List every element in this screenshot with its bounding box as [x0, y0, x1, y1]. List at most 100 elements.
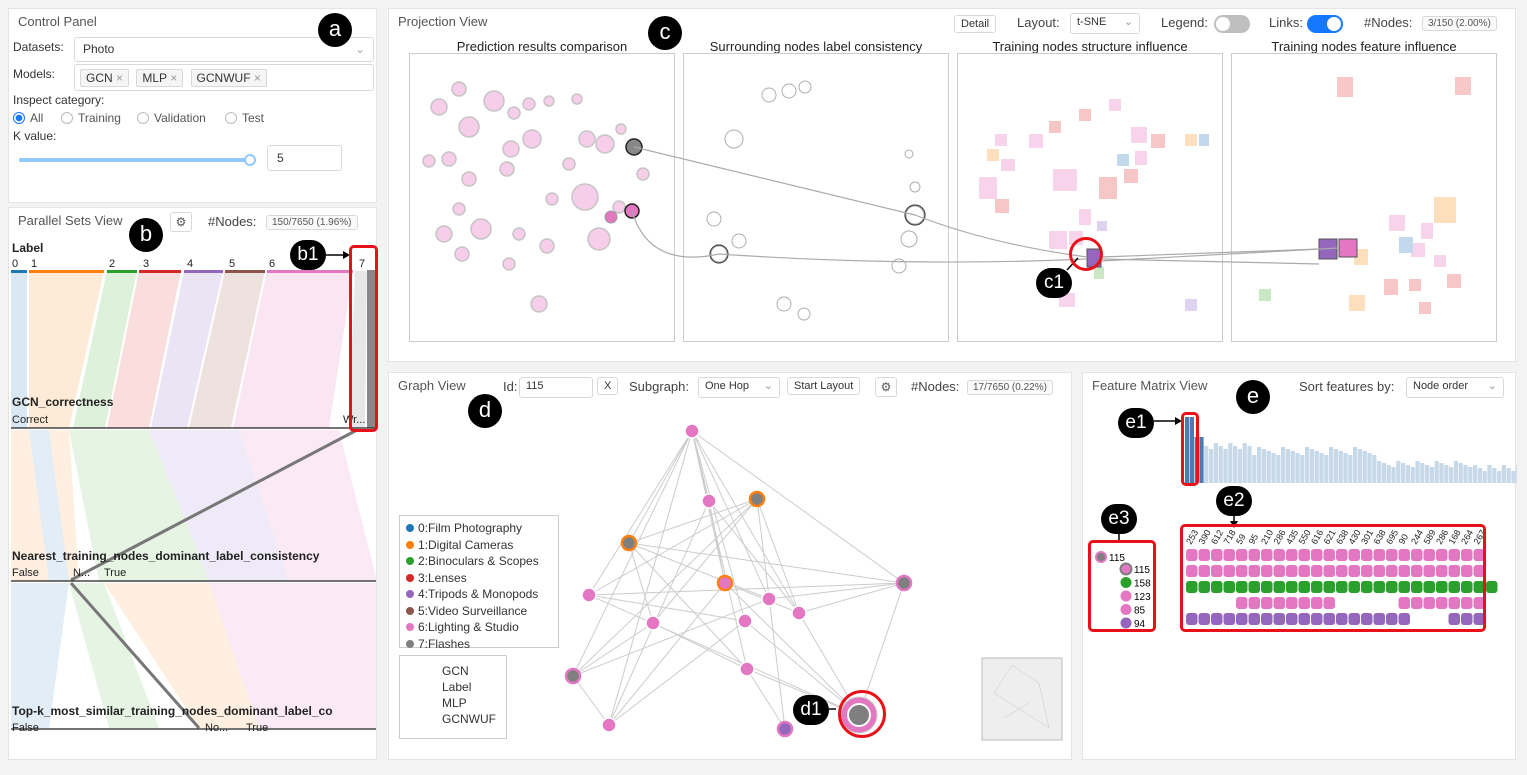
feature-cell[interactable]	[1373, 581, 1386, 593]
feature-cell[interactable]	[1448, 597, 1461, 609]
feature-cell[interactable]	[1311, 613, 1323, 625]
feature-glyphs[interactable]	[1259, 77, 1471, 314]
histogram-bar[interactable]	[1290, 451, 1295, 483]
histogram-bar[interactable]	[1405, 465, 1410, 483]
histogram-bar[interactable]	[1497, 471, 1502, 483]
feature-cell[interactable]	[1198, 613, 1211, 625]
feature-cell[interactable]	[1211, 549, 1223, 561]
histogram-bar[interactable]	[1271, 453, 1276, 483]
subview-prediction[interactable]	[409, 53, 675, 342]
histogram-bar[interactable]	[1295, 453, 1300, 483]
legend-item-1[interactable]: 1:Digital Cameras	[406, 537, 552, 554]
legend-item-0[interactable]: 0:Film Photography	[406, 520, 552, 537]
histogram-bar[interactable]	[1353, 447, 1358, 483]
histogram-bar[interactable]	[1266, 451, 1271, 483]
feature-cell[interactable]	[1273, 549, 1286, 561]
feature-cell[interactable]	[1398, 565, 1411, 577]
feature-cell[interactable]	[1236, 581, 1248, 593]
histogram-bar[interactable]	[1458, 463, 1463, 483]
feature-cell[interactable]	[1186, 613, 1198, 625]
feature-cell[interactable]	[1473, 613, 1486, 625]
feature-cell[interactable]	[1236, 613, 1248, 625]
feature-cell[interactable]	[1236, 549, 1248, 561]
surrounding-highlight-2[interactable]	[709, 244, 729, 264]
close-icon[interactable]: ×	[170, 71, 178, 85]
feature-cell[interactable]	[1273, 581, 1286, 593]
feature-cell[interactable]	[1323, 565, 1336, 577]
feature-cell[interactable]	[1348, 549, 1361, 561]
feature-cell[interactable]	[1198, 565, 1211, 577]
feature-cell[interactable]	[1361, 549, 1373, 561]
feature-cell[interactable]	[1336, 613, 1348, 625]
feature-cell[interactable]	[1398, 549, 1411, 561]
feature-cell[interactable]	[1186, 565, 1198, 577]
feature-cell[interactable]	[1311, 581, 1323, 593]
histogram-bar[interactable]	[1477, 468, 1482, 483]
feature-cell[interactable]	[1273, 613, 1286, 625]
k-value-input[interactable]: 5	[267, 145, 342, 171]
histogram-bar[interactable]	[1377, 461, 1382, 483]
feature-cell[interactable]	[1286, 613, 1298, 625]
row-node-glyph[interactable]	[1120, 604, 1132, 615]
label-cat-0[interactable]: 0	[12, 258, 19, 270]
histogram-bar[interactable]	[1453, 461, 1458, 483]
feature-cell[interactable]	[1286, 565, 1298, 577]
feature-cell[interactable]	[1248, 597, 1261, 609]
surrounding-glyphs[interactable]	[706, 80, 925, 321]
histogram-bar[interactable]	[1261, 449, 1266, 483]
histogram-bar[interactable]	[1492, 468, 1497, 483]
feature-cell[interactable]	[1411, 565, 1423, 577]
feature-cell[interactable]	[1186, 549, 1198, 561]
start-layout-button[interactable]: Start Layout	[787, 377, 861, 395]
histogram-bar[interactable]	[1319, 453, 1324, 483]
histogram-bar[interactable]	[1487, 465, 1492, 483]
histogram-bar[interactable]	[1189, 417, 1194, 483]
feature-cell[interactable]	[1461, 597, 1473, 609]
feature-cell[interactable]	[1248, 613, 1261, 625]
histogram-bar[interactable]	[1252, 455, 1257, 483]
histogram-bar[interactable]	[1247, 446, 1252, 483]
id-input[interactable]: 115	[519, 377, 593, 398]
feature-cell[interactable]	[1348, 581, 1361, 593]
histogram-bar[interactable]	[1473, 465, 1478, 483]
feature-cell[interactable]	[1248, 565, 1261, 577]
feature-cell[interactable]	[1436, 565, 1448, 577]
histogram-bar[interactable]	[1257, 447, 1262, 483]
feature-cell[interactable]	[1336, 581, 1348, 593]
histogram-bar[interactable]	[1305, 447, 1310, 483]
feature-cell[interactable]	[1298, 565, 1311, 577]
feature-cell[interactable]	[1248, 549, 1261, 561]
label-cat-2[interactable]: 2	[109, 258, 116, 270]
feature-cell[interactable]	[1373, 565, 1386, 577]
subview-structure[interactable]	[957, 53, 1223, 342]
radio-training[interactable]: Training	[61, 111, 121, 125]
feature-cell[interactable]	[1323, 549, 1336, 561]
histogram-bar[interactable]	[1285, 449, 1290, 483]
histogram-bar[interactable]	[1482, 471, 1487, 483]
histogram-bar[interactable]	[1372, 455, 1377, 483]
histogram-bar[interactable]	[1391, 467, 1396, 483]
feature-cell[interactable]	[1223, 549, 1236, 561]
feature-cell[interactable]	[1373, 549, 1386, 561]
feature-cell[interactable]	[1286, 549, 1298, 561]
feature-cell[interactable]	[1311, 597, 1323, 609]
structure-glyphs[interactable]	[979, 99, 1209, 311]
feature-cell[interactable]	[1311, 549, 1323, 561]
feature-cell[interactable]	[1436, 597, 1448, 609]
label-cat-3[interactable]: 3	[143, 258, 150, 270]
layout-select[interactable]: t-SNE ⌄	[1070, 13, 1140, 34]
feature-cell[interactable]	[1323, 613, 1336, 625]
feature-cell[interactable]	[1198, 581, 1211, 593]
feature-cell[interactable]	[1211, 565, 1223, 577]
histogram-bar[interactable]	[1449, 467, 1454, 483]
feature-cell[interactable]	[1423, 597, 1436, 609]
histogram-bar[interactable]	[1329, 447, 1334, 483]
histogram-bar[interactable]	[1223, 449, 1228, 483]
histogram-bar[interactable]	[1396, 461, 1401, 483]
histogram-bar[interactable]	[1381, 463, 1386, 483]
feature-cell[interactable]	[1236, 597, 1248, 609]
histogram-bar[interactable]	[1506, 468, 1511, 483]
topk-cat-na[interactable]: No...	[205, 722, 229, 734]
subgraph-select[interactable]: One Hop ⌄	[698, 377, 780, 398]
histogram-bar[interactable]	[1429, 467, 1434, 483]
